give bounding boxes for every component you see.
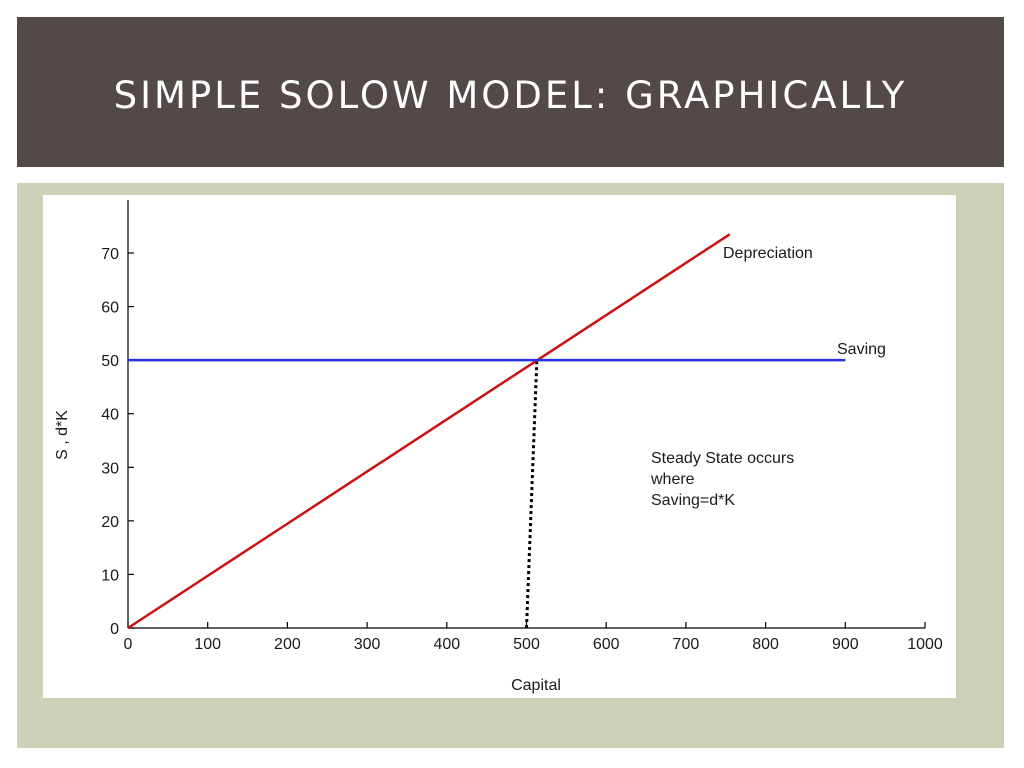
annotation-line: where: [650, 471, 695, 488]
annotation-line: Saving=d*K: [651, 492, 735, 509]
x-tick-label: 900: [832, 636, 859, 653]
x-tick-label: 200: [274, 636, 301, 653]
y-axis-label: S , d*K: [54, 410, 71, 460]
x-tick-label: 0: [124, 636, 133, 653]
x-tick-label: 1000: [907, 636, 943, 653]
x-tick-label: 100: [194, 636, 221, 653]
y-tick-label: 70: [101, 246, 119, 263]
x-tick-label: 700: [673, 636, 700, 653]
x-axis-label: Capital: [511, 677, 561, 694]
y-tick-label: 30: [101, 460, 119, 477]
series-saving-label: Saving: [837, 341, 886, 358]
x-tick-label: 600: [593, 636, 620, 653]
y-tick-label: 10: [101, 567, 119, 584]
y-tick-label: 0: [110, 621, 119, 638]
x-tick-label: 500: [513, 636, 540, 653]
y-tick-label: 40: [101, 407, 119, 424]
chart-panel: [43, 195, 956, 698]
y-tick-label: 60: [101, 300, 119, 317]
series-depreciation-label: Depreciation: [723, 245, 813, 262]
x-tick-label: 800: [752, 636, 779, 653]
x-tick-label: 400: [433, 636, 460, 653]
annotation-line: Steady State occurs: [651, 450, 794, 467]
steady-state-line: [525, 360, 539, 629]
x-tick-label: 300: [354, 636, 381, 653]
series-depreciation-line: [127, 233, 731, 630]
y-tick-label: 50: [101, 353, 119, 370]
slide-title: SIMPLE SOLOW MODEL: GRAPHICALLY: [113, 74, 908, 117]
y-tick-label: 20: [101, 514, 119, 531]
title-bar: SIMPLE SOLOW MODEL: GRAPHICALLY: [17, 17, 1004, 167]
